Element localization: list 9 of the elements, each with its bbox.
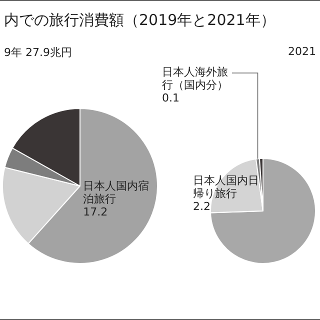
- slice-label: 日本人国内宿泊旅行: [83, 180, 150, 206]
- chart-title: 2021: [287, 45, 317, 60]
- slice-label: 日本人国内日帰り旅行: [193, 174, 259, 200]
- data-label: 0.1: [162, 91, 180, 104]
- data-label: 17.2: [83, 206, 108, 219]
- slice-label: 日本人海外旅行（国内分）: [162, 65, 228, 92]
- data-label: 2.2: [193, 200, 210, 213]
- chart-title: 内での旅行消費額（2019年と2021年）: [4, 11, 276, 30]
- chart-subtitle: 9年 27.9兆円: [3, 45, 73, 61]
